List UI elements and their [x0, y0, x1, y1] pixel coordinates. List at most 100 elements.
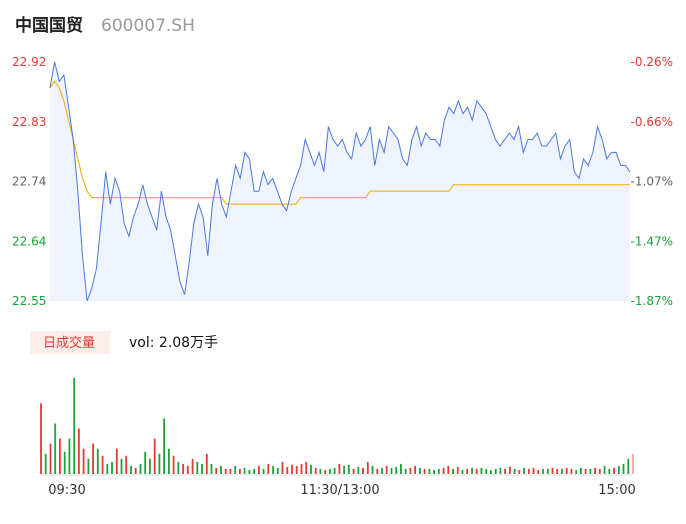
volume-bar	[286, 466, 289, 474]
volume-bar	[40, 403, 42, 474]
volume-bar	[267, 463, 270, 474]
price-series	[49, 61, 631, 302]
volume-bar	[598, 468, 601, 474]
volume-bar	[130, 465, 132, 474]
volume-bars	[40, 378, 634, 474]
volume-bar	[92, 443, 94, 474]
x-tick: 11:30/13:00	[300, 483, 379, 498]
volume-bar	[381, 467, 383, 474]
volume-bar	[404, 468, 407, 474]
volume-bar	[149, 458, 151, 474]
volume-bar	[366, 461, 369, 474]
y-left-tick: 22.74	[12, 175, 46, 189]
volume-bar	[409, 467, 412, 474]
volume-bar	[186, 465, 189, 474]
volume-bar	[210, 463, 213, 474]
volume-bar	[239, 468, 241, 474]
volume-bar	[442, 467, 445, 474]
volume-tab[interactable]: 日成交量	[43, 335, 95, 351]
volume-bar	[106, 463, 109, 474]
volume-bar	[319, 468, 322, 474]
volume-bar	[452, 468, 454, 474]
volume-bar	[594, 467, 596, 474]
volume-bar	[523, 467, 525, 474]
volume-bar	[509, 466, 511, 474]
price-fill-area	[50, 62, 630, 301]
y-left-tick: 22.55	[12, 294, 46, 308]
volume-bar	[565, 467, 568, 474]
volume-bar	[537, 470, 540, 474]
volume-bar	[73, 378, 76, 474]
volume-bar	[120, 458, 123, 474]
volume-bar	[584, 468, 587, 474]
volume-bar	[172, 455, 175, 474]
volume-bar	[253, 468, 255, 474]
price-area-fill	[50, 62, 630, 301]
volume-bar	[471, 467, 473, 474]
volume-bar	[575, 470, 578, 474]
volume-bar	[324, 470, 327, 474]
volume-bar	[608, 468, 611, 474]
volume-readout: vol: 2.08万手	[129, 335, 218, 351]
y-right-tick: -0.66%	[631, 115, 673, 129]
volume-bar	[447, 465, 450, 474]
volume-bar	[433, 470, 435, 474]
volume-bar	[168, 448, 170, 474]
volume-bar	[215, 467, 218, 474]
volume-bar	[395, 466, 398, 474]
volume-bar	[201, 463, 203, 474]
volume-bar	[546, 468, 549, 474]
volume-bar	[622, 463, 625, 474]
volume-bar	[163, 418, 165, 474]
volume-bar	[518, 470, 521, 474]
volume-bar	[357, 466, 360, 474]
volume-bar	[291, 464, 293, 474]
volume-bar	[248, 470, 251, 474]
volume-bar	[295, 465, 298, 474]
y-left-tick: 22.83	[12, 115, 46, 129]
volume-bar	[475, 468, 478, 474]
volume-bar	[580, 467, 582, 474]
volume-bar	[532, 467, 535, 474]
volume-bar	[177, 461, 180, 474]
y-left-tick: 22.64	[12, 234, 46, 248]
volume-bar	[343, 465, 345, 474]
volume-bar	[485, 468, 488, 474]
volume-bar	[68, 438, 71, 474]
volume-bar	[490, 470, 492, 474]
y-right-tick: -1.87%	[631, 294, 673, 308]
volume-bar	[347, 464, 350, 474]
volume-bar	[49, 443, 52, 474]
volume-bar	[115, 448, 118, 474]
volume-bar	[229, 468, 232, 474]
x-tick: 15:00	[598, 483, 635, 498]
volume-bar	[414, 465, 416, 474]
y-right-tick: -1.07%	[631, 175, 673, 189]
average-price-line	[49, 80, 630, 205]
volume-bar	[276, 467, 279, 474]
volume-bar	[63, 451, 66, 474]
volume-bar	[338, 463, 341, 474]
volume-bar	[125, 455, 128, 474]
volume-bar	[134, 467, 137, 474]
volume-bar	[466, 468, 469, 474]
volume-bar	[272, 465, 274, 474]
volume-bar	[400, 463, 402, 474]
volume-bar	[196, 461, 199, 474]
volume-bar	[617, 465, 620, 474]
x-axis: 09:30 11:30/13:00 15:00	[48, 483, 635, 498]
volume-bar	[362, 467, 364, 474]
stock-code: 600007.SH	[101, 16, 195, 36]
volume-bar	[603, 465, 606, 474]
volume-bar	[419, 467, 421, 474]
volume-bar	[589, 468, 592, 474]
volume-bar	[627, 458, 630, 474]
volume-bar	[371, 465, 374, 474]
volume-bar	[390, 467, 393, 474]
stock-name: 中国国贸	[15, 15, 83, 36]
volume-bar	[243, 467, 246, 474]
volume-bar	[305, 461, 308, 474]
volume-bar	[333, 467, 336, 474]
volume-tab-bg[interactable]	[30, 331, 110, 354]
volume-bar	[82, 448, 85, 474]
